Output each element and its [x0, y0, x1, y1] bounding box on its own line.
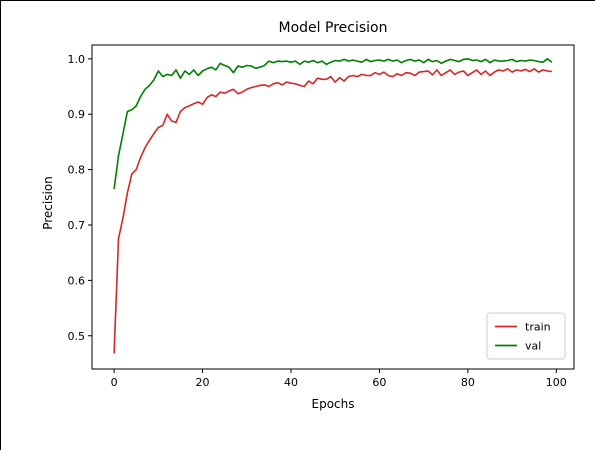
chart-title: Model Precision — [279, 20, 388, 36]
y-tick-label: 0.9 — [68, 108, 86, 121]
legend-label-train: train — [525, 321, 551, 334]
x-tick-label: 20 — [196, 376, 210, 389]
y-tick-label: 0.7 — [68, 219, 86, 232]
legend: train val — [486, 312, 566, 360]
y-tick-label: 0.6 — [68, 274, 86, 287]
y-tick-label: 0.5 — [68, 330, 86, 343]
x-tick-label: 0 — [111, 376, 118, 389]
x-tick-label: 100 — [546, 376, 567, 389]
legend-box — [486, 312, 566, 360]
y-tick-label: 0.8 — [68, 164, 86, 177]
x-tick-label: 40 — [284, 376, 298, 389]
axes-frame — [91, 44, 575, 370]
x-tick-label: 60 — [372, 376, 386, 389]
series-line-val — [113, 57, 553, 190]
series-line-train — [113, 68, 553, 354]
x-axis-label: Epochs — [312, 397, 355, 411]
y-tick-label: 1.0 — [68, 53, 86, 66]
plot-area: 0 20 40 60 80 100 0.5 0.6 0.7 0.8 0.9 1.0 — [68, 44, 575, 389]
x-tick-label: 80 — [461, 376, 475, 389]
y-axis-label: Precision — [41, 176, 55, 230]
legend-label-val: val — [525, 340, 541, 353]
